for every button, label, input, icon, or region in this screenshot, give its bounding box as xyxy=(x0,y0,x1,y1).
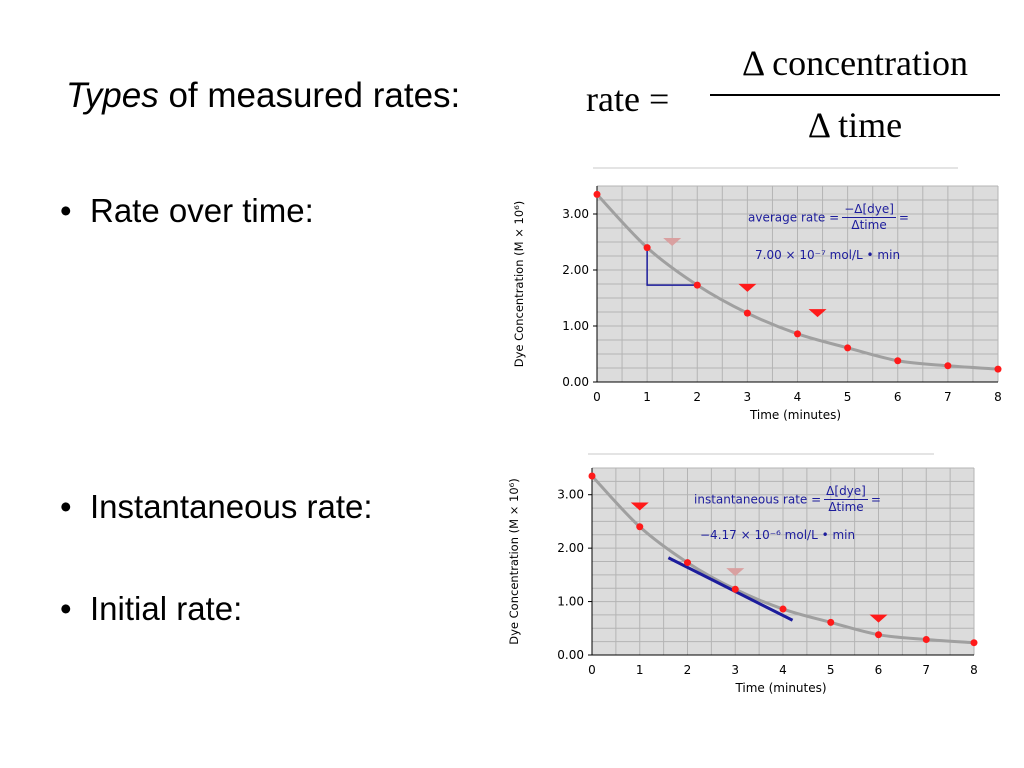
faded-marker-icon xyxy=(663,238,682,246)
x-tick-label: 2 xyxy=(693,390,701,404)
x-tick-label: 1 xyxy=(643,390,651,404)
bullet-text: Rate over time: xyxy=(90,192,314,229)
x-tick-label: 3 xyxy=(731,663,739,677)
x-tick-label: 5 xyxy=(827,663,835,677)
marker-triangle-icon xyxy=(808,309,827,318)
fraction-numerator: −Δ[dye] xyxy=(842,202,896,218)
x-tick-label: 5 xyxy=(844,390,852,404)
x-tick-label: 2 xyxy=(684,663,692,677)
bullet-dot: • xyxy=(60,192,72,229)
y-tick-label: 3.00 xyxy=(557,488,584,502)
annotation-equals: = xyxy=(870,492,881,507)
y-tick-label: 0.00 xyxy=(562,375,589,389)
x-tick-label: 1 xyxy=(636,663,644,677)
average-rate-chart: 0.00 1.00 2.00 3.00 0 1 2 3 4 5 6 7 8 Time (minutes) D… xyxy=(508,162,1008,434)
data-point xyxy=(743,309,751,317)
average-rate-plot: 0.00 1.00 2.00 3.00 0 1 2 3 4 5 6 7 8 Time (minutes) D… xyxy=(512,167,1002,422)
average-rate-triangle xyxy=(646,247,698,286)
formula-denominator: Δ time xyxy=(807,105,903,145)
rate-formula: rate = Δ concentration Δ time xyxy=(586,42,1006,152)
instantaneous-rate-plot: 0.00 1.00 2.00 3.00 0 1 2 3 4 5 6 7 8 Time (minutes) D… xyxy=(507,453,978,695)
x-tick-label: 0 xyxy=(593,390,601,404)
average-rate-annotation: average rate = −Δ[dye] Δtime = xyxy=(748,202,909,233)
title-rest: of measured rates: xyxy=(168,76,461,115)
marker-triangle-icon xyxy=(869,614,888,623)
faded-marker-icon xyxy=(726,568,745,577)
y-axis-label: Dye Concentration (M × 10⁶) xyxy=(508,478,521,645)
y-tick-label: 3.00 xyxy=(562,207,589,221)
x-tick-label: 7 xyxy=(944,390,952,404)
tangent-line xyxy=(667,556,794,622)
bullet-text: Initial rate: xyxy=(90,590,243,627)
data-point xyxy=(636,523,644,531)
y-axis-label: Dye Concentration (M × 10⁶) xyxy=(512,201,526,368)
y-tick-label: 2.00 xyxy=(562,263,589,277)
marker-triangle-icon xyxy=(738,283,757,292)
formula-lhs: rate = xyxy=(586,79,670,119)
annotation-label: average rate = xyxy=(748,210,840,225)
x-tick-label: 8 xyxy=(994,390,1002,404)
instantaneous-rate-chart: 0.00 1.00 2.00 3.00 0 1 2 3 4 5 6 7 8 Time (minutes) D… xyxy=(507,448,1008,706)
x-axis-label: Time (minutes) xyxy=(734,681,826,695)
title-italic: Types xyxy=(66,76,159,115)
bullet-dot: • xyxy=(60,488,72,525)
bullet-dot: • xyxy=(60,590,72,627)
fraction-denominator: Δtime xyxy=(828,500,864,514)
data-point xyxy=(827,618,835,626)
data-point xyxy=(588,472,596,480)
average-rate-value: 7.00 × 10⁻⁷ mol/L • min xyxy=(755,248,901,262)
data-point xyxy=(875,631,882,639)
x-tick-label: 4 xyxy=(794,390,802,404)
x-tick-label: 8 xyxy=(970,663,978,677)
fraction-numerator: Δ[dye] xyxy=(824,484,868,500)
x-tick-label: 6 xyxy=(894,390,902,404)
x-axis-label: Time (minutes) xyxy=(749,408,841,422)
x-tick-label: 7 xyxy=(922,663,930,677)
annotation-fraction: Δ[dye] Δtime xyxy=(824,484,868,515)
data-point xyxy=(944,362,952,370)
x-tick-label: 0 xyxy=(588,663,596,677)
bullet-instantaneous-rate: • Instantaneous rate: xyxy=(60,488,373,526)
marker-triangle-icon xyxy=(630,502,649,511)
bullet-rate-over-time: • Rate over time: xyxy=(60,192,314,230)
annotation-equals: = xyxy=(898,210,909,225)
y-tick-label: 1.00 xyxy=(557,595,584,609)
annotation-label: instantaneous rate = xyxy=(694,492,822,507)
data-point xyxy=(643,244,651,252)
data-point xyxy=(894,357,902,365)
y-tick-label: 1.00 xyxy=(562,319,589,333)
data-point xyxy=(794,330,801,338)
data-point xyxy=(922,636,930,644)
instantaneous-rate-annotation: instantaneous rate = Δ[dye] Δtime = xyxy=(694,484,881,515)
y-tick-label: 2.00 xyxy=(557,541,584,555)
slide-title: Types of measured rates: xyxy=(66,76,460,116)
x-tick-label: 6 xyxy=(875,663,883,677)
formula-numerator: Δ concentration xyxy=(741,43,969,83)
data-point xyxy=(731,585,739,593)
instantaneous-rate-value: −4.17 × 10⁻⁶ mol/L • min xyxy=(700,528,856,542)
fraction-denominator: Δtime xyxy=(851,218,887,232)
data-point xyxy=(593,190,601,198)
fraction-bar xyxy=(710,94,1000,96)
bullet-text: Instantaneous rate: xyxy=(90,488,373,525)
annotation-fraction: −Δ[dye] Δtime xyxy=(842,202,896,233)
x-tick-label: 3 xyxy=(744,390,752,404)
data-point xyxy=(779,605,787,613)
data-point xyxy=(693,281,701,289)
x-tick-label: 4 xyxy=(779,663,787,677)
bullet-initial-rate: • Initial rate: xyxy=(60,590,242,628)
data-point xyxy=(970,639,978,647)
data-point xyxy=(994,365,1002,373)
y-tick-label: 0.00 xyxy=(557,648,584,662)
data-point xyxy=(684,559,691,567)
data-point xyxy=(844,344,852,352)
